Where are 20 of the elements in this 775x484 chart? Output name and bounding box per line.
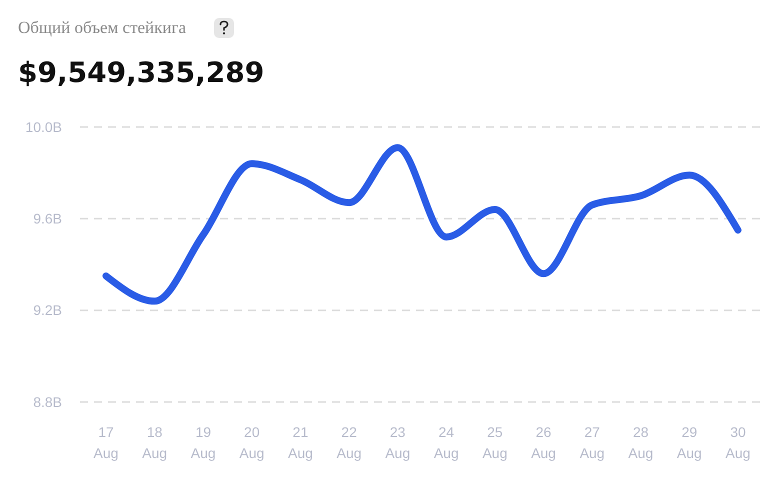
- x-tick-label: 25 Aug: [482, 424, 508, 461]
- chart-title: Общий объем стейкига: [18, 18, 186, 37]
- x-tick-label: 20 Aug: [239, 424, 264, 461]
- x-tick-label: 30 Aug: [726, 424, 750, 461]
- y-tick-label: 8.8B: [33, 394, 62, 410]
- x-tick-label: 28 Aug: [628, 424, 654, 461]
- x-tick-label: 27 Aug: [580, 424, 605, 461]
- y-tick-label: 10.0B: [25, 118, 62, 135]
- x-tick-label: 29 Aug: [676, 424, 702, 461]
- x-tick-label: 21 Aug: [288, 424, 313, 461]
- x-tick-label: 17 Aug: [94, 424, 118, 461]
- x-tick-label: 24 Aug: [434, 424, 459, 461]
- chart-subtitle: $9,549,335,289: [18, 56, 264, 89]
- x-tick-label: 18 Aug: [142, 424, 168, 461]
- y-tick-label: 9.6B: [33, 210, 62, 227]
- x-tick-label: 22 Aug: [336, 424, 362, 461]
- x-tick-label: 26 Aug: [531, 424, 556, 461]
- y-tick-label: 9.2B: [33, 302, 62, 318]
- x-tick-label: 19 Aug: [190, 424, 216, 461]
- x-tick-label: 23 Aug: [385, 424, 410, 461]
